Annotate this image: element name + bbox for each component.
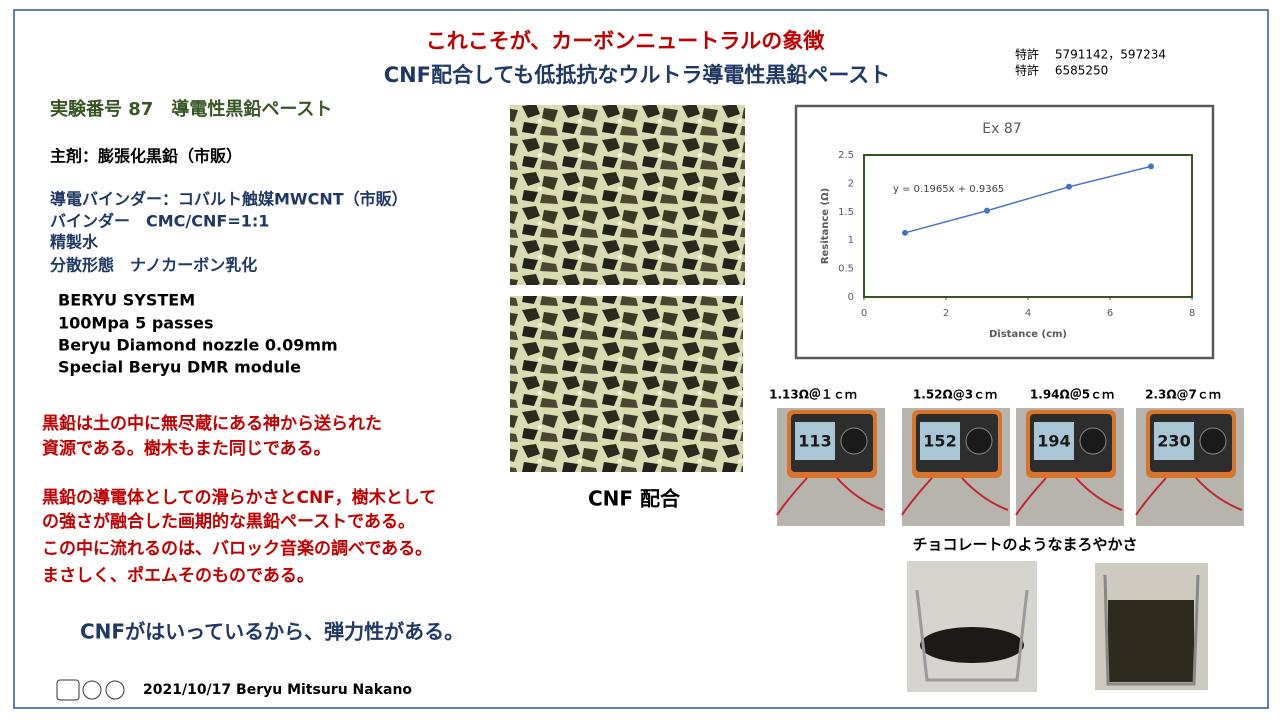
recipe-line: バインダー CMC/CNF=1:1: [50, 212, 269, 231]
footer: 2021/10/17 Beryu Mitsuru Nakano: [143, 682, 412, 698]
statement: 黒鉛の導電体としての滑らかさとCNF，樹木として: [42, 487, 436, 508]
recipe-line: 導電バインダー：コバルト触媒MWCNT（市販）: [50, 190, 408, 209]
meter-reading: 113: [798, 432, 831, 451]
meter-lcd: [1034, 422, 1074, 460]
meter-dial: [1199, 427, 1227, 455]
title: これこそが、カーボンニュートラルの象徴: [426, 29, 826, 53]
heading: 実験番号 87 導電性黒鉛ペースト: [50, 98, 332, 120]
meter-reading: 194: [1037, 432, 1070, 451]
y-tick-label: 2.5: [838, 150, 854, 161]
statement: この中に流れるのは、バロック音楽の調べである。: [42, 538, 432, 559]
meter-reading: 230: [1157, 432, 1190, 451]
meter-label: 2.3Ω@7ｃｍ: [1145, 388, 1221, 402]
statement: の強さが融合した画期的な黒鉛ペーストである。: [42, 511, 415, 532]
patent: 特許 6585250: [1015, 63, 1108, 78]
data-line: [904, 165, 1152, 234]
micrograph: [510, 105, 745, 285]
recipe-line: 精製水: [50, 233, 99, 252]
trendline-label: y = 0.1965x + 0.9365: [893, 184, 1004, 195]
meter-label: 1.52Ω@3ｃｍ: [913, 388, 997, 402]
meter-wire: [1015, 477, 1123, 516]
x-tick-label: 4: [1025, 308, 1031, 319]
data-point: [1066, 183, 1072, 190]
slide-border: [13, 9, 1269, 709]
y-tick-label: 1.5: [838, 207, 854, 218]
meter-lcd: [1154, 422, 1194, 460]
system-line: BERYU SYSTEM: [58, 291, 195, 310]
meter-wire: [1135, 477, 1243, 516]
statement: まさしく、ポエムそのものである。: [42, 565, 314, 586]
patent: 特許 5791142，597234: [1015, 47, 1166, 62]
x-tick-label: 2: [943, 308, 949, 319]
x-tick-label: 0: [861, 308, 867, 319]
system-line: 100Mpa 5 passes: [58, 314, 214, 333]
data-point: [902, 229, 908, 236]
meter-reading: 152: [923, 432, 956, 451]
image-caption: CNF 配合: [588, 487, 681, 511]
system-line: Special Beryu DMR module: [58, 358, 301, 377]
chart-frame: [794, 104, 1215, 360]
meter-dial: [965, 427, 993, 455]
y-tick-label: 1: [848, 235, 854, 246]
subtitle: CNF配合しても低抵抗なウルトラ導電性黒鉛ペースト: [384, 63, 891, 87]
y-axis-label: Resitance (Ω): [820, 188, 831, 264]
recipe-line: 分散形態 ナノカーボン乳化: [50, 256, 257, 275]
statement: 資源である。樹木もまた同じである。: [42, 438, 331, 459]
meter-wire: [901, 477, 1009, 516]
y-tick-label: 2: [848, 178, 854, 189]
meter-wire: [776, 477, 884, 516]
micrograph: [510, 296, 743, 472]
meter-lcd: [795, 422, 835, 460]
meter-dial: [1079, 427, 1107, 455]
x-tick-label: 6: [1107, 308, 1113, 319]
beaker-photo: [907, 561, 1208, 692]
beaker-caption: チョコレートのようなまろやかさ: [912, 536, 1137, 554]
meter-label: 1.13Ω＠１ｃｍ: [769, 388, 857, 402]
data-point: [1148, 163, 1154, 170]
meter-dial: [840, 427, 868, 455]
meter-label: 1.94Ω＠5ｃｍ: [1030, 388, 1114, 402]
data-point: [984, 207, 990, 214]
main-agent: 主剤：膨張化黒鉛（市販）: [50, 147, 242, 166]
y-tick-label: 0.5: [838, 264, 854, 275]
x-axis-label: Distance (cm): [989, 329, 1067, 340]
chart-title: Ex 87: [982, 121, 1021, 137]
system-line: Beryu Diamond nozzle 0.09mm: [58, 336, 338, 355]
icons: [56, 679, 125, 701]
meter-lcd: [920, 422, 960, 460]
y-tick-label: 0: [848, 292, 854, 303]
note: CNFがはいっているから、弾力性がある。: [80, 620, 464, 644]
statement: 黒鉛は土の中に無尽蔵にある神から送られた: [42, 413, 382, 434]
x-tick-label: 8: [1189, 308, 1195, 319]
